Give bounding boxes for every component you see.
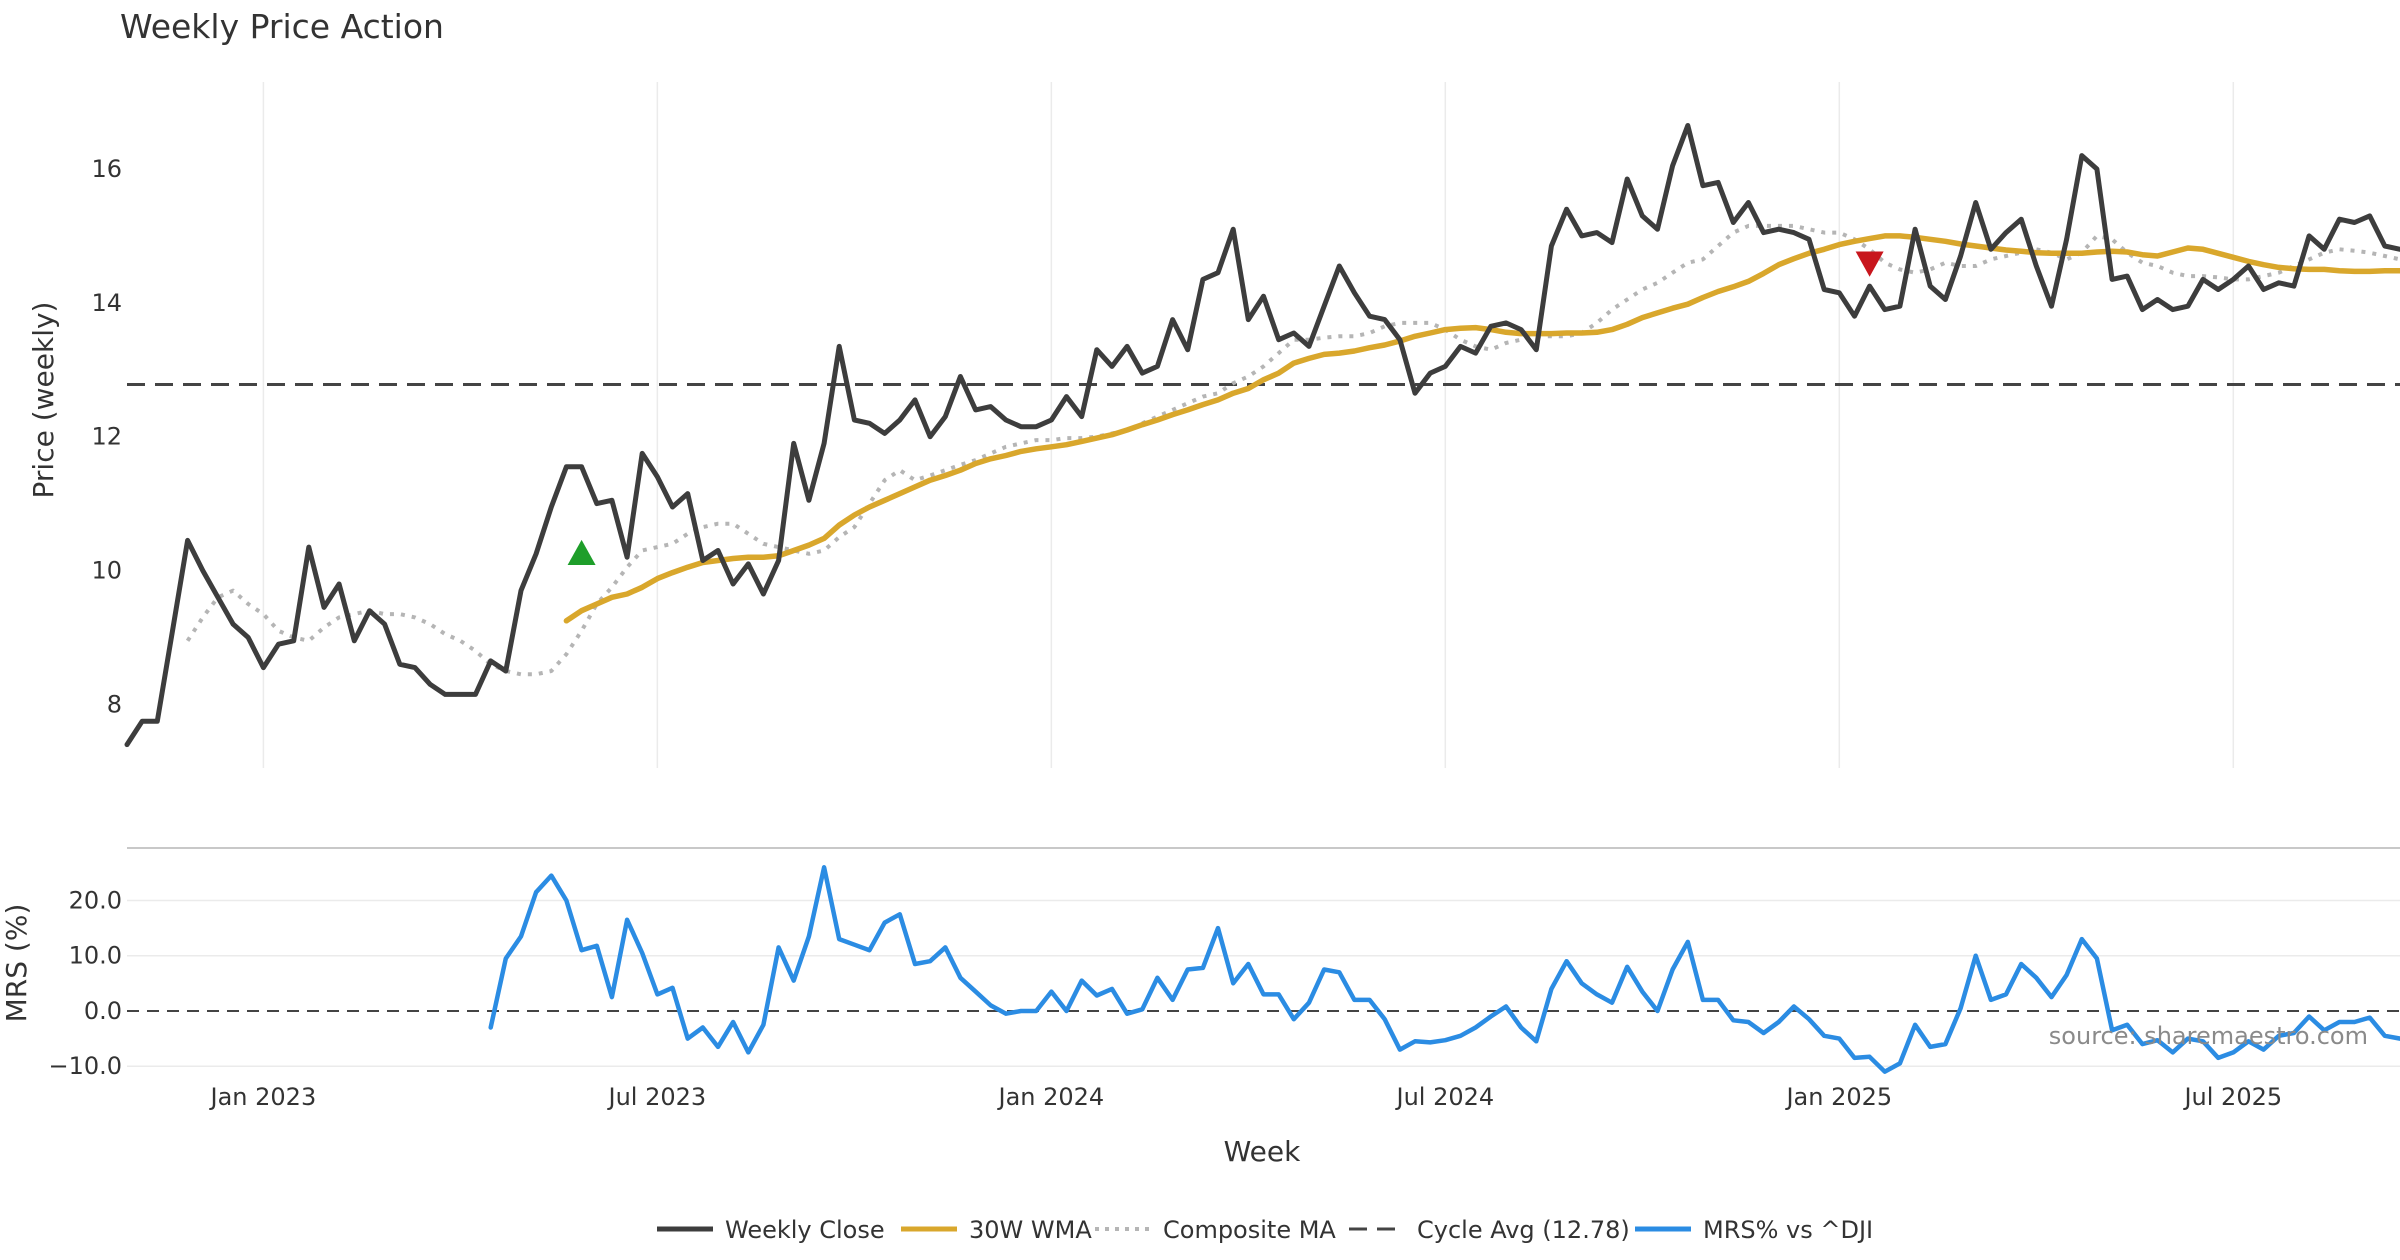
mrs-y-axis-title: MRS (%) (0, 904, 33, 1023)
x-tick-3: Jul 2024 (1395, 1083, 1495, 1111)
price-y-axis-title: Price (weekly) (27, 302, 60, 499)
x-tick-0: Jan 2023 (209, 1083, 317, 1111)
axis-layer: 8 10 12 14 16 −10.0 0.0 10.0 20.0 Jan 2023 Jul 202… (48, 155, 2282, 1111)
source-watermark: source: sharemaestro.com (2049, 1022, 2368, 1050)
legend: Weekly Close 30W WMA Composite MA Cycle Avg… (657, 1216, 1873, 1244)
weekly-close-line (124, 123, 2400, 748)
grid-layer (127, 82, 2400, 1067)
price-y-tick-0: 8 (107, 690, 122, 718)
legend-item-0: Weekly Close (657, 1216, 885, 1244)
price-y-tick-4: 16 (91, 155, 122, 183)
mrs-y-tick-1: 0.0 (84, 997, 122, 1025)
legend-item-3: Cycle Avg (12.78) (1349, 1216, 1630, 1244)
buy-signal-marker (567, 539, 596, 566)
price-series-layer (124, 123, 2400, 748)
mrs-y-tick-3: 20.0 (69, 886, 122, 914)
x-tick-2: Jan 2024 (997, 1083, 1105, 1111)
legend-item-2: Composite MA (1095, 1216, 1336, 1244)
cycle-avg-layer (127, 383, 2400, 1012)
legend-label-2: Composite MA (1163, 1216, 1336, 1244)
chart-title: Weekly Price Action (120, 7, 444, 46)
x-axis-title: Week (1224, 1135, 1301, 1168)
x-tick-4: Jan 2025 (1784, 1083, 1892, 1111)
legend-label-0: Weekly Close (725, 1216, 885, 1244)
composite-ma-line (185, 223, 2400, 677)
legend-item-1: 30W WMA (901, 1216, 1092, 1244)
wma-30w-line (563, 233, 2400, 624)
mrs-series-layer (488, 865, 2400, 1074)
legend-label-4: MRS% vs ^DJI (1703, 1216, 1873, 1244)
mrs-y-tick-0: −10.0 (48, 1052, 122, 1080)
signal-marker-layer (567, 251, 1884, 566)
x-tick-1: Jul 2023 (607, 1083, 707, 1111)
mrs-y-tick-2: 10.0 (69, 942, 122, 970)
price-y-tick-1: 10 (91, 557, 122, 585)
legend-label-3: Cycle Avg (12.78) (1417, 1216, 1630, 1244)
x-tick-5: Jul 2025 (2182, 1083, 2282, 1111)
price-y-tick-3: 14 (91, 289, 122, 317)
legend-label-1: 30W WMA (969, 1216, 1092, 1244)
mrs-line (488, 865, 2400, 1074)
sell-signal-marker (1855, 251, 1884, 277)
price-y-tick-2: 12 (91, 423, 122, 451)
legend-item-4: MRS% vs ^DJI (1635, 1216, 1873, 1244)
